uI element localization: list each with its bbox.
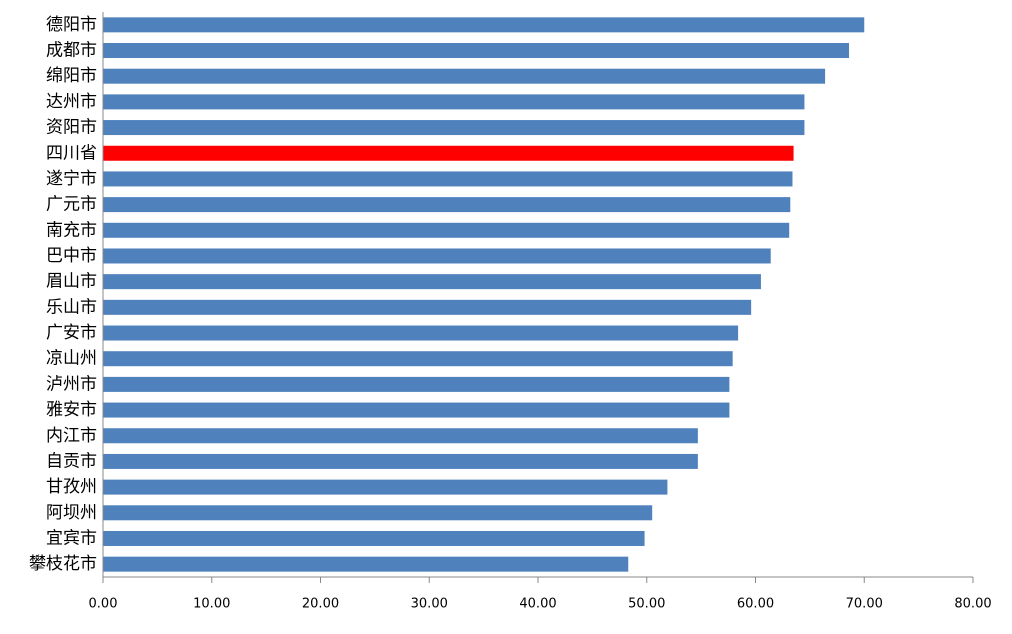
x-tick-label: 30.00 [411, 597, 448, 612]
y-tick-label: 内江市 [46, 426, 97, 446]
bar [103, 43, 850, 59]
bar [103, 479, 668, 495]
bar [103, 222, 790, 238]
y-tick-label: 眉山市 [46, 272, 97, 292]
y-tick-label: 德阳市 [46, 15, 97, 35]
bar [103, 428, 698, 444]
y-tick-label: 凉山州 [46, 349, 97, 369]
y-tick-label: 宜宾市 [46, 528, 97, 548]
bar [103, 299, 752, 315]
y-tick-label: 南充市 [46, 220, 97, 240]
bar [103, 171, 793, 187]
bar [103, 68, 826, 84]
y-tick-label: 攀枝花市 [29, 554, 97, 574]
x-tick-label: 60.00 [737, 597, 774, 612]
y-tick-label: 达州市 [46, 92, 97, 112]
y-tick-label: 自贡市 [46, 451, 97, 471]
y-tick-label: 遂宁市 [46, 169, 97, 189]
x-tick-label: 10.00 [193, 597, 230, 612]
bar [103, 556, 629, 572]
y-tick-label: 广元市 [46, 195, 97, 215]
y-tick-label: 乐山市 [46, 297, 97, 317]
y-tick-label: 资阳市 [46, 118, 97, 138]
y-tick-label: 泸州市 [46, 374, 97, 394]
bar [103, 248, 771, 264]
y-tick-label: 巴中市 [46, 246, 97, 266]
bar [103, 274, 761, 290]
y-tick-label: 阿坝州 [46, 503, 97, 523]
bar [103, 120, 805, 136]
bar [103, 530, 645, 546]
x-tick-label: 80.00 [954, 597, 991, 612]
x-tick-label: 40.00 [519, 597, 556, 612]
y-tick-label: 四川省 [46, 143, 97, 163]
bar [103, 402, 730, 418]
bar [103, 94, 805, 110]
bar [103, 145, 794, 161]
bar [103, 505, 653, 521]
bar [103, 453, 698, 469]
y-tick-label: 雅安市 [46, 400, 97, 420]
bar [103, 325, 739, 341]
bar [103, 197, 791, 213]
x-tick-label: 0.00 [89, 597, 118, 612]
bar [103, 376, 730, 392]
y-tick-label: 广安市 [46, 323, 97, 343]
y-tick-label: 甘孜州 [46, 477, 97, 497]
x-tick-label: 20.00 [302, 597, 339, 612]
y-tick-label: 绵阳市 [46, 66, 97, 86]
bar [103, 17, 865, 33]
bar [103, 351, 733, 367]
x-tick-label: 50.00 [628, 597, 665, 612]
x-tick-label: 70.00 [846, 597, 883, 612]
y-tick-label: 成都市 [46, 41, 97, 61]
